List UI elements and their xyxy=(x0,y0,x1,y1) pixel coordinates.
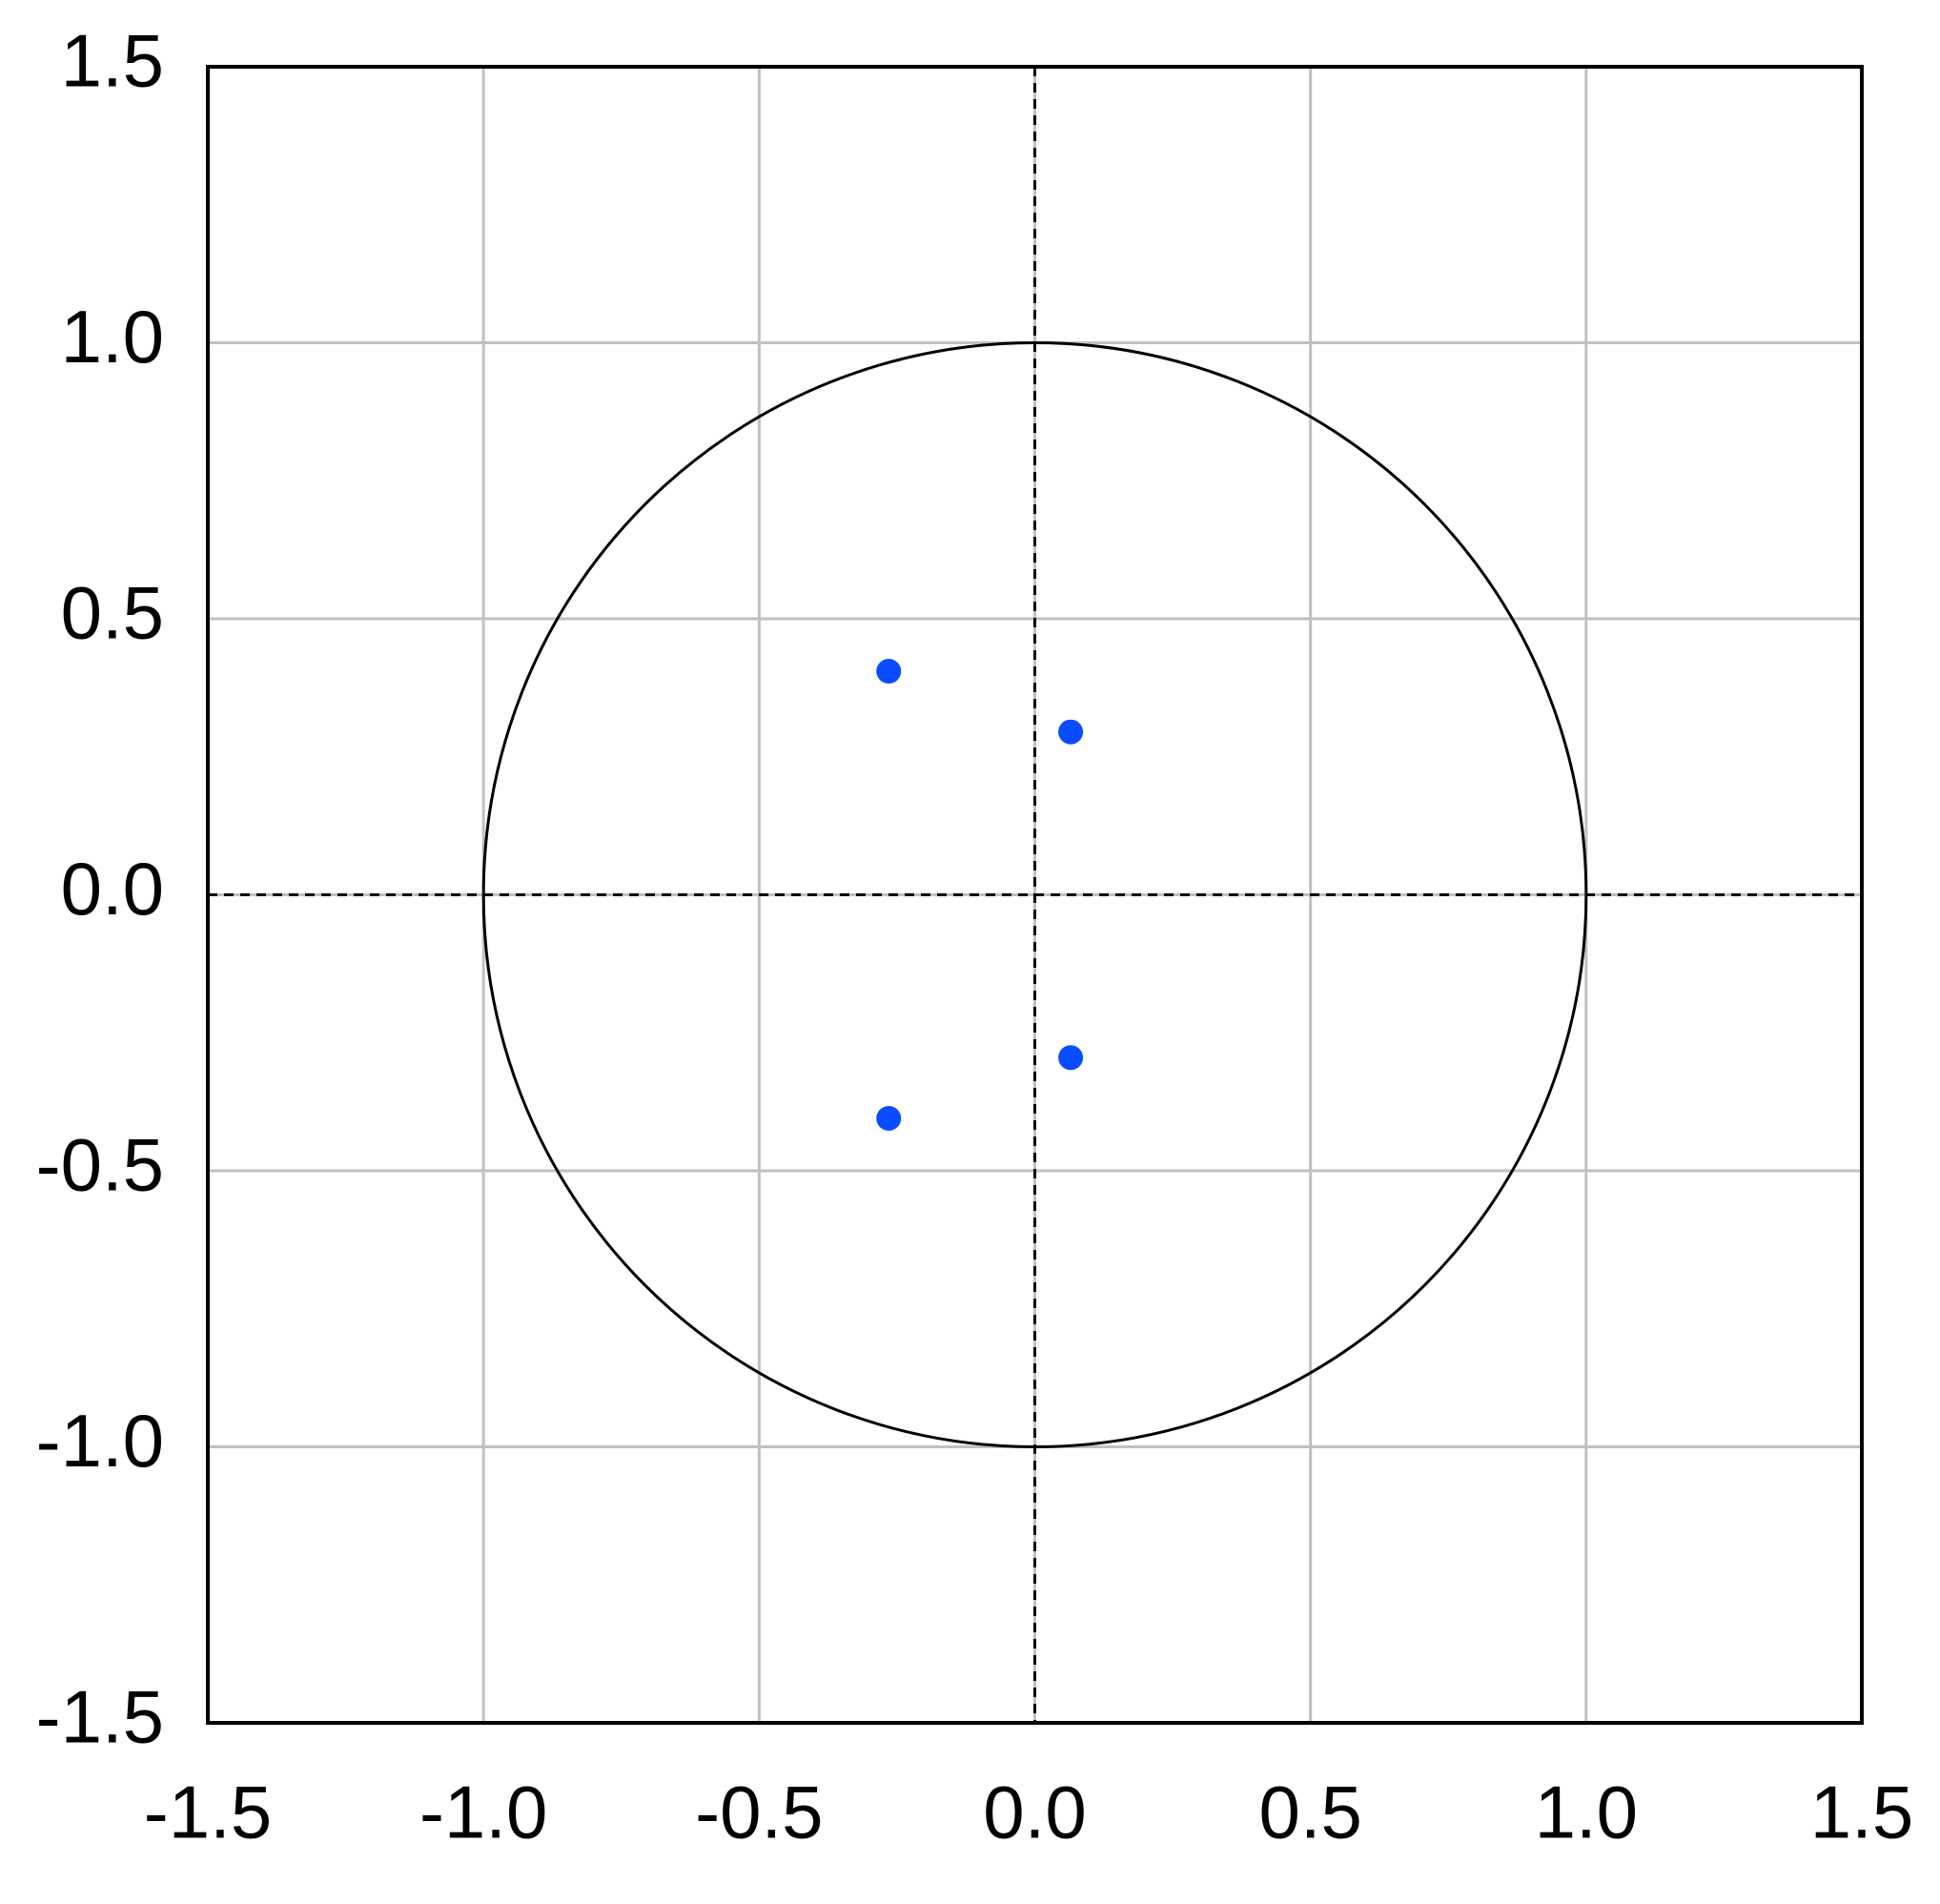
y-tick-label: 0.0 xyxy=(61,847,164,931)
y-tick-label: 0.5 xyxy=(61,571,164,655)
y-tick-label: -1.5 xyxy=(36,1675,164,1759)
x-tick-label: -0.5 xyxy=(695,1771,823,1854)
x-tick-label: 0.0 xyxy=(983,1771,1086,1854)
y-tick-label: -1.0 xyxy=(36,1399,164,1483)
x-tick-label: -1.0 xyxy=(419,1771,547,1854)
y-tick-label: 1.0 xyxy=(61,295,164,379)
x-tick-label: -1.5 xyxy=(144,1771,272,1854)
y-tick-label: -0.5 xyxy=(36,1123,164,1207)
y-tick-label: 1.5 xyxy=(61,19,164,103)
point xyxy=(1058,1045,1084,1071)
point xyxy=(876,1105,902,1131)
point xyxy=(876,659,902,685)
x-tick-label: 1.5 xyxy=(1810,1771,1913,1854)
point xyxy=(1058,719,1084,745)
x-tick-label: 1.0 xyxy=(1535,1771,1638,1854)
plot-frame xyxy=(206,65,1864,1725)
unit-circle xyxy=(481,341,1588,1448)
x-tick-label: 0.5 xyxy=(1258,1771,1361,1854)
